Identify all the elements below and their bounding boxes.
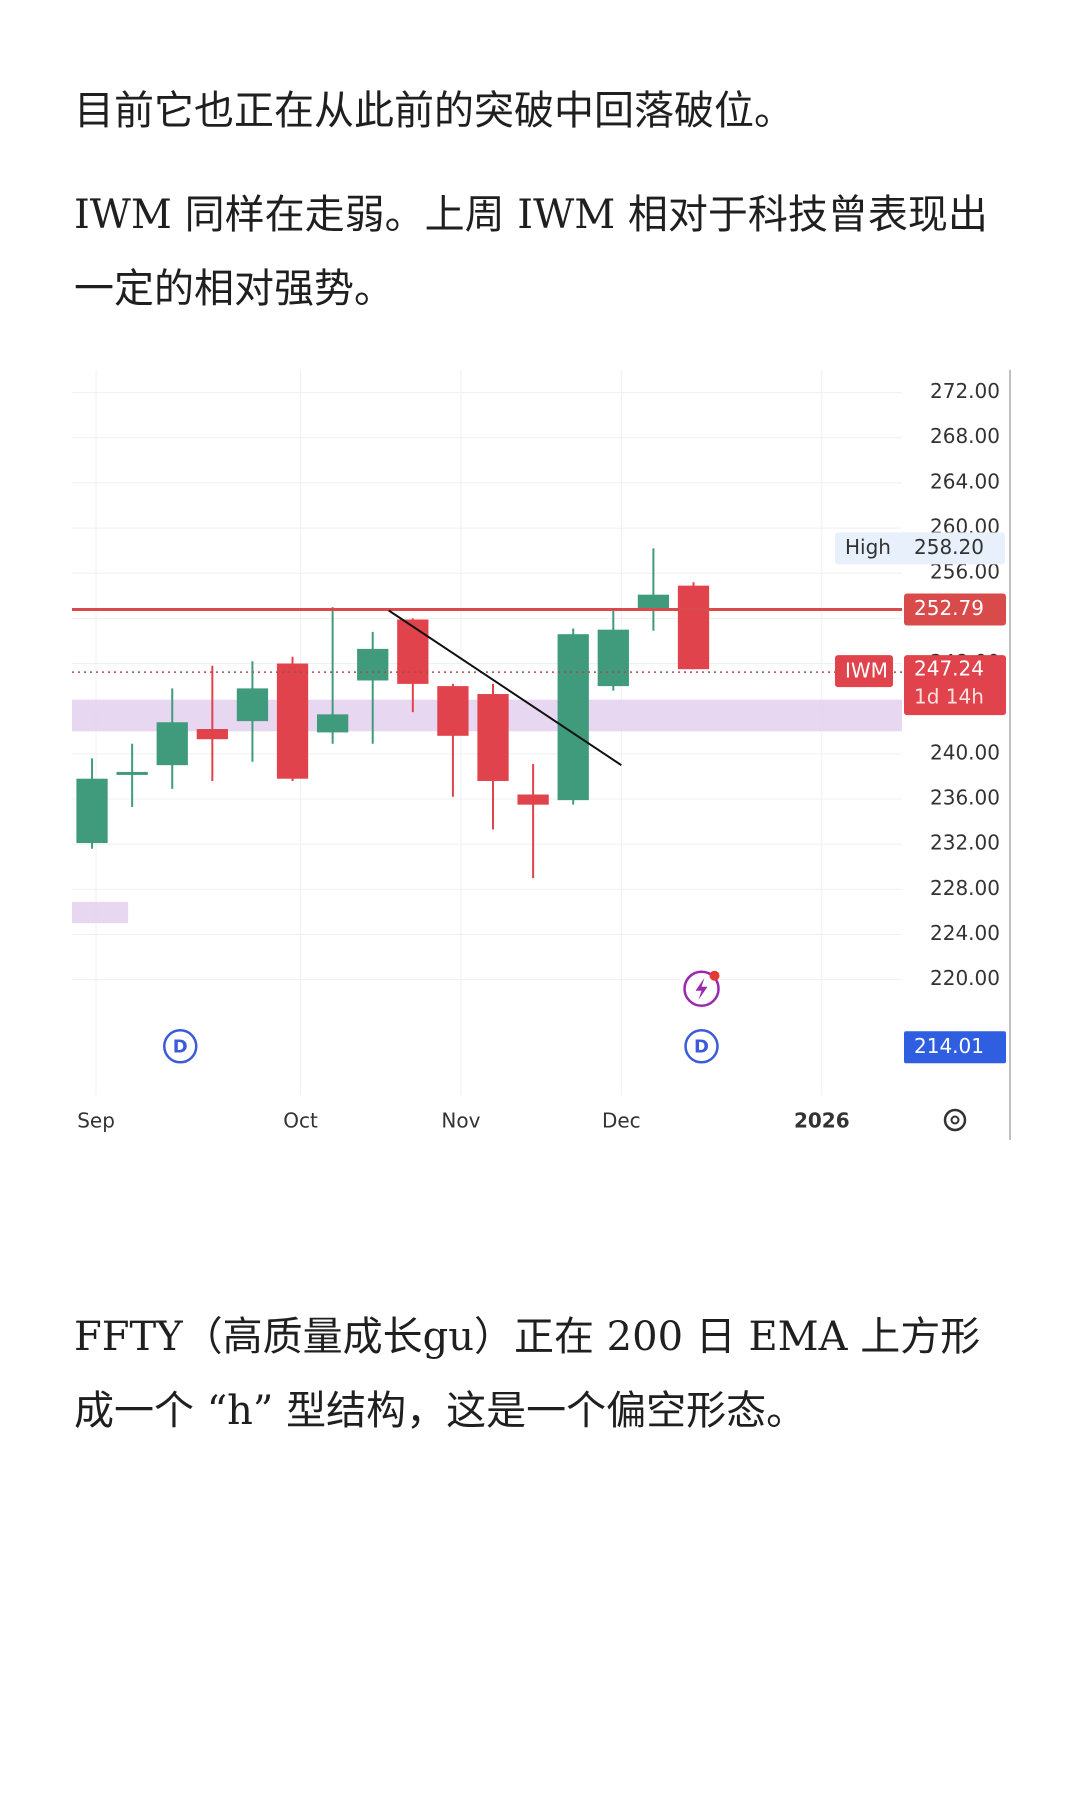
y-tick-label: 236.00 [930,786,1000,810]
candle-body[interactable] [116,771,148,775]
x-tick-label: 2026 [794,1109,850,1133]
x-tick-label: Oct [283,1109,318,1133]
dividend-event-glyph: D [694,1036,709,1057]
support-zone [72,901,129,924]
last-label-bg [904,1031,1006,1064]
lightning-bolt [695,977,708,1000]
candle-body[interactable] [236,688,269,722]
dividend-event-icon[interactable] [163,1029,198,1064]
paragraph-1: 目前它也正在从此前的突破中回落破位。 [74,88,794,134]
y-tick-label: 220.00 [930,966,1000,990]
y-tick-label: 264.00 [930,469,1000,493]
settings-gear-center [950,1115,960,1125]
settings-gear-icon[interactable] [943,1108,967,1132]
trendline[interactable] [388,609,622,766]
paragraph-2: IWM 同样在走弱。上周 IWM 相对于科技曾表现出一定的相对强势。 [74,192,988,312]
candle-body[interactable] [156,722,188,766]
candle-body[interactable] [597,629,629,687]
x-tick-label: Dec [602,1109,641,1133]
candle-body[interactable] [517,794,549,805]
y-tick-label: 268.00 [930,424,1000,448]
candle-body[interactable] [637,594,670,609]
high-label-value: 258.20 [914,535,984,559]
high-label-bg [835,532,1005,565]
current-label-value: 247.24 [914,657,984,681]
last-label-value: 214.01 [914,1034,984,1058]
resistance-label-bg [904,593,1006,626]
candle-body[interactable] [677,585,710,670]
candle-body[interactable] [437,686,469,736]
candle-body[interactable] [76,778,108,844]
candle-body[interactable] [316,714,349,733]
alert-dot [709,970,720,981]
dividend-event-glyph: D [173,1036,188,1057]
high-label-name: High [845,535,891,559]
price-chart[interactable]: 272.00268.00264.00260.00256.00252.00248.… [0,360,1080,1260]
candle-body[interactable] [477,694,509,781]
y-tick-label: 232.00 [930,831,1000,855]
y-tick-label: 228.00 [930,876,1000,900]
dividend-event-icon[interactable] [684,1029,719,1064]
resistance-label-value: 252.79 [914,596,984,620]
y-tick-label: 224.00 [930,921,1000,945]
candle-body[interactable] [276,663,309,779]
countdown-label: 1d 14h [914,685,984,709]
candle-body[interactable] [357,648,389,681]
candle-body[interactable] [397,619,429,684]
chart-svg[interactable]: 272.00268.00264.00260.00256.00252.00248.… [0,360,1080,1260]
current-label-name: IWM [845,659,888,683]
x-tick-label: Sep [77,1109,115,1133]
paragraph-3: FFTY（高质量成长gu）正在 200 日 EMA 上方形成一个 “h” 型结构… [74,1314,981,1434]
current-name-bg [835,655,893,688]
current-label-bg [904,655,1006,716]
x-tick-label: Nov [441,1109,480,1133]
y-tick-label: 240.00 [930,740,1000,764]
candle-body[interactable] [557,634,589,801]
candle-body[interactable] [196,729,228,740]
y-tick-label: 272.00 [930,379,1000,403]
